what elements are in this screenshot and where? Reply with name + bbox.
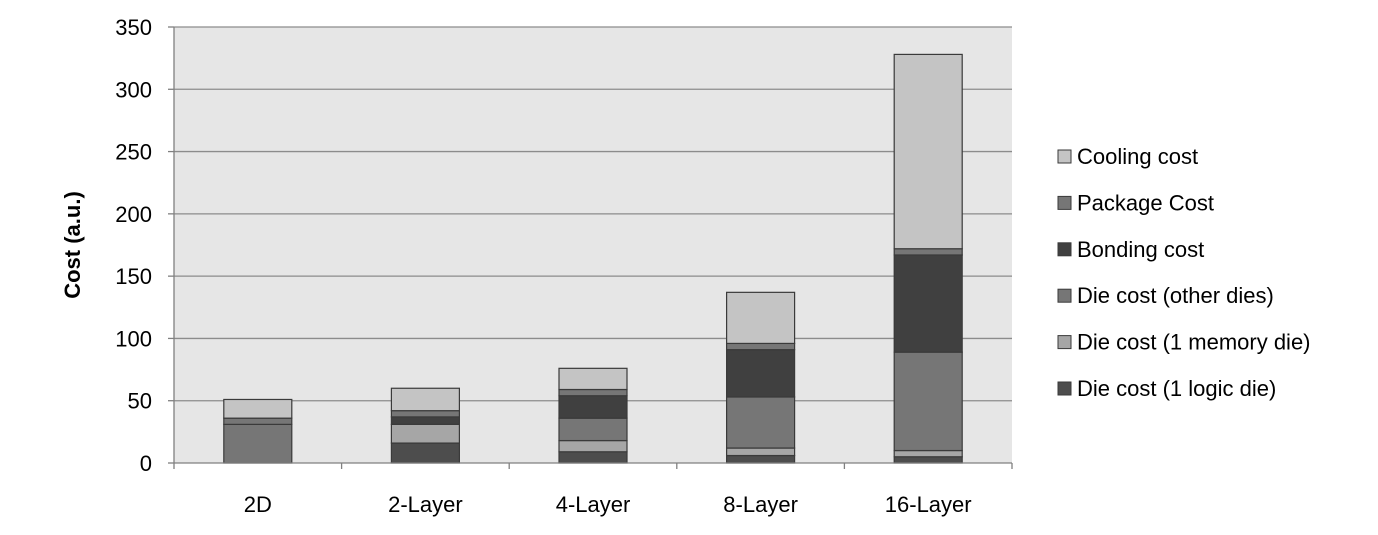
x-tick-label: 4-Layer	[556, 492, 631, 517]
bar-segment	[893, 53, 963, 250]
bar-segment	[725, 342, 796, 351]
bar-segment	[223, 398, 293, 419]
bar-segment	[725, 447, 796, 457]
y-tick-label: 100	[115, 326, 152, 351]
x-tick-label: 8-Layer	[723, 492, 798, 517]
bar-segment	[558, 388, 628, 397]
bar-segment	[725, 454, 796, 464]
legend-swatch	[1057, 242, 1072, 257]
bars	[223, 53, 963, 464]
legend-label: Cooling cost	[1077, 144, 1198, 169]
legend-swatch	[1057, 149, 1072, 164]
bar-segment	[893, 456, 963, 464]
legend: Cooling cost Package Cost Bonding cost Die …	[1057, 144, 1311, 401]
legend-label: Package Cost	[1077, 190, 1214, 215]
bar-segment	[558, 367, 628, 391]
bar-segment	[558, 439, 628, 453]
bar-segment	[390, 416, 460, 425]
legend-label: Bonding cost	[1077, 237, 1204, 262]
bar-segment	[558, 417, 628, 442]
bar-segment	[390, 387, 460, 412]
y-tick-labels: 0 50 100 150 200 250 300 350	[115, 15, 174, 476]
y-tick-label: 50	[128, 389, 152, 414]
x-tick-label: 2-Layer	[388, 492, 463, 517]
y-tick-label: 0	[140, 451, 152, 476]
bar-segment	[893, 248, 963, 256]
legend-swatch	[1057, 381, 1072, 396]
axes	[173, 27, 1013, 469]
y-axis-label: Cost (a.u.)	[60, 191, 85, 299]
y-tick-label: 200	[115, 202, 152, 227]
bar-segment	[725, 291, 796, 345]
legend-swatch	[1057, 288, 1072, 303]
legend-swatch	[1057, 195, 1072, 210]
bar-segment	[893, 254, 963, 353]
y-tick-label: 250	[115, 140, 152, 165]
legend-label: Die cost (1 logic die)	[1077, 376, 1276, 401]
y-tick-label: 150	[115, 264, 152, 289]
bar-segment	[725, 396, 796, 449]
y-tick-label: 350	[115, 15, 152, 40]
bar-segment	[893, 449, 963, 458]
legend-swatch	[1057, 335, 1072, 350]
x-tick-label: 16-Layer	[885, 492, 972, 517]
bar-segment	[390, 423, 460, 444]
bar-segment	[558, 395, 628, 419]
x-tick-label: 2D	[244, 492, 272, 517]
y-tick-label: 300	[115, 77, 152, 102]
bar-segment	[223, 417, 293, 425]
legend-label: Die cost (other dies)	[1077, 283, 1274, 308]
legend-label: Die cost (1 memory die)	[1077, 330, 1311, 355]
bar-segment	[390, 442, 460, 464]
bar-segment	[223, 423, 293, 464]
bar-segment	[725, 349, 796, 398]
bar-segment	[390, 410, 460, 418]
bar-segment	[558, 451, 628, 464]
x-tick-labels: 2D 2-Layer 4-Layer 8-Layer 16-Layer	[244, 492, 972, 517]
bar-segment	[893, 351, 963, 452]
grid-lines	[174, 26, 1012, 402]
